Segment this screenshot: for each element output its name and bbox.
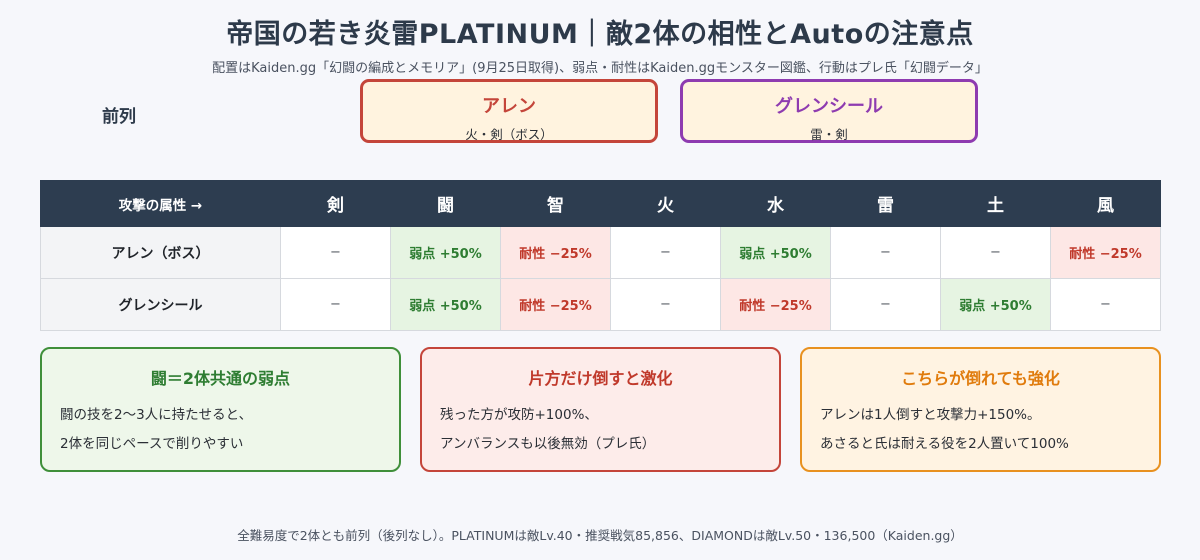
row-label: グレンシール: [40, 278, 281, 331]
card-line: 闘の技を2〜3人に持たせると、: [60, 407, 253, 423]
card-line: アレンは1人倒すと攻撃力+150%。: [820, 407, 1041, 423]
table-row: アレン（ボス） − 弱点 +50% 耐性 −25% − 弱点 +50% − − 耐性 −25%: [40, 226, 1161, 279]
table-row: グレンシール − 弱点 +50% 耐性 −25% − 耐性 −25% − 弱点 +50% −: [40, 278, 1161, 331]
card-line: 残った方が攻防+100%、: [440, 407, 598, 423]
affinity-cell-resist: 耐性 −25%: [1050, 226, 1161, 279]
enemy-name: アレン: [482, 96, 536, 117]
affinity-cell-neutral: −: [830, 226, 941, 279]
column-header: 雷: [830, 180, 941, 227]
column-header: 水: [720, 180, 831, 227]
affinity-cell-neutral: −: [830, 278, 941, 331]
card-title: こちらが倒れても強化: [901, 369, 1060, 388]
enemy-card-allen: アレン 火・剣（ボス）: [360, 79, 658, 143]
card-line: 2体を同じペースで削りやすい: [60, 436, 244, 452]
column-header: 智: [500, 180, 611, 227]
note-card-buff-on-kill: こちらが倒れても強化 アレンは1人倒すと攻撃力+150%。 あさると氏は耐える役…: [800, 347, 1161, 472]
affinity-cell-neutral: −: [940, 226, 1051, 279]
affinity-cell-neutral: −: [610, 278, 721, 331]
affinity-cell-weak: 弱点 +50%: [940, 278, 1051, 331]
card-line: アンバランスも以後無効（プレ氏）: [440, 436, 656, 452]
enemy-name: グレンシール: [775, 96, 883, 117]
row-label: アレン（ボス）: [40, 226, 281, 279]
affinity-cell-weak: 弱点 +50%: [720, 226, 831, 279]
card-title: 片方だけ倒すと激化: [528, 369, 673, 388]
page-subtitle: 配置はKaiden.gg「幻闘の編成とメモリア」(9月25日取得)、弱点・耐性は…: [212, 61, 988, 76]
affinity-cell-resist: 耐性 −25%: [500, 226, 611, 279]
card-title: 闘＝2体共通の弱点: [150, 369, 291, 388]
enemy-card-glenseal: グレンシール 雷・剣: [680, 79, 978, 143]
column-header: 風: [1050, 180, 1161, 227]
affinity-table: 攻撃の属性 → 剣 闘 智 火 水 雷 土 風 アレン（ボス） − 弱点 +50% 耐…: [40, 180, 1161, 331]
affinity-cell-resist: 耐性 −25%: [720, 278, 831, 331]
affinity-cell-neutral: −: [280, 226, 391, 279]
affinity-cell-weak: 弱点 +50%: [390, 278, 501, 331]
table-corner-label: 攻撃の属性 →: [40, 180, 281, 227]
page-title: 帝国の若き炎雷PLATINUM｜敵2体の相性とAutoの注意点: [226, 19, 974, 50]
footer-note: 全難易度で2体とも前列（後列なし）。PLATINUMは敵Lv.40・推奨戦気85…: [237, 528, 963, 543]
column-header: 剣: [280, 180, 391, 227]
note-card-common-weakness: 闘＝2体共通の弱点 闘の技を2〜3人に持たせると、 2体を同じペースで削りやすい: [40, 347, 401, 472]
affinity-cell-neutral: −: [610, 226, 721, 279]
affinity-cell-neutral: −: [1050, 278, 1161, 331]
column-header: 火: [610, 180, 721, 227]
column-header: 土: [940, 180, 1051, 227]
enemy-attributes: 火・剣（ボス）: [465, 127, 553, 142]
card-line: あさると氏は耐える役を2人置いて100%: [820, 436, 1069, 452]
enemy-attributes: 雷・剣: [810, 127, 848, 142]
column-header: 闘: [390, 180, 501, 227]
affinity-cell-neutral: −: [280, 278, 391, 331]
note-card-enrage: 片方だけ倒すと激化 残った方が攻防+100%、 アンバランスも以後無効（プレ氏）: [420, 347, 781, 472]
front-row-label: 前列: [102, 107, 136, 127]
table-header-row: 攻撃の属性 → 剣 闘 智 火 水 雷 土 風: [40, 180, 1161, 227]
affinity-cell-resist: 耐性 −25%: [500, 278, 611, 331]
affinity-cell-weak: 弱点 +50%: [390, 226, 501, 279]
